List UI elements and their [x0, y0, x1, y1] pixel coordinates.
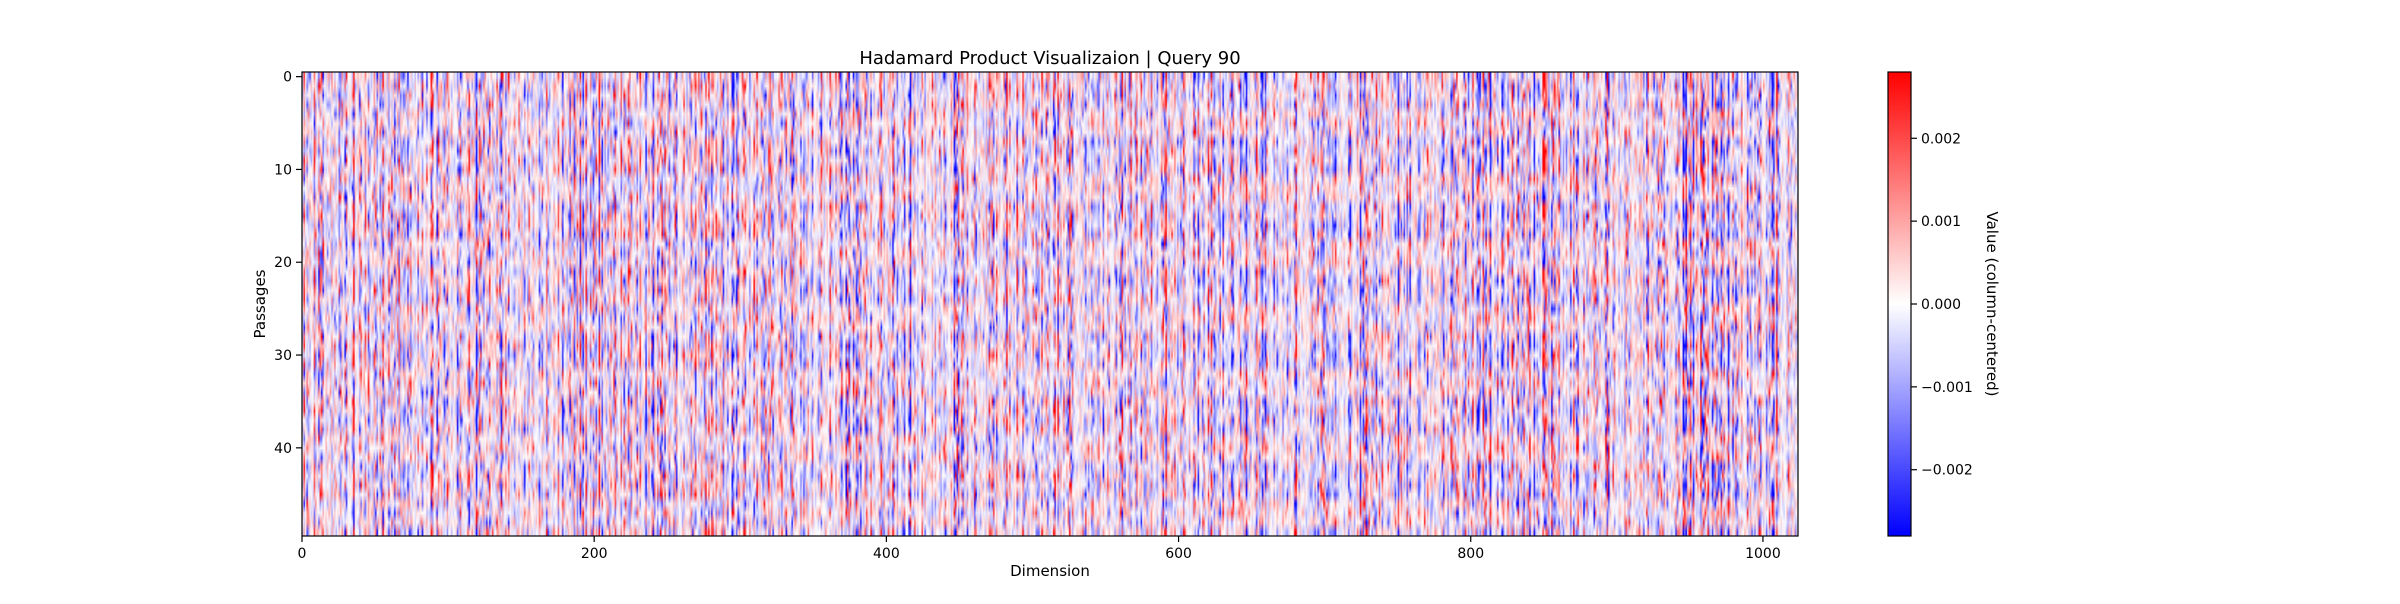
colorbar-ticks: −0.002 −0.001 0.000 0.001 0.002: [1911, 131, 1973, 479]
colorbar-tick-label: −0.001: [1921, 380, 1973, 396]
colorbar: [1888, 72, 1911, 536]
colorbar-tick-label: 0.000: [1921, 297, 1961, 313]
y-axis-ticks: 0 10 20 30 40: [274, 70, 302, 457]
x-tick-label: 200: [581, 546, 608, 562]
x-tick-label: 600: [1165, 546, 1192, 562]
chart-title: Hadamard Product Visualizaion | Query 90: [859, 48, 1240, 69]
y-tick-label: 40: [274, 441, 292, 457]
y-tick-label: 20: [274, 255, 292, 271]
colorbar-tick-label: 0.002: [1921, 131, 1961, 147]
colorbar-tick-label: 0.001: [1921, 214, 1961, 230]
y-tick-label: 0: [283, 70, 292, 86]
x-tick-label: 400: [873, 546, 900, 562]
heatmap-frame: [301, 71, 1799, 537]
x-tick-label: 1000: [1745, 546, 1781, 562]
heatmap-cells: [302, 72, 1798, 536]
y-tick-label: 10: [274, 162, 292, 178]
y-axis-label: Passages: [251, 269, 269, 338]
colorbar-label: Value (column-centered): [1983, 212, 2001, 397]
x-tick-label: 800: [1457, 546, 1484, 562]
y-tick-label: 30: [274, 348, 292, 364]
x-axis-ticks: 0 200 400 600 800 1000: [298, 536, 1781, 562]
x-axis-label: Dimension: [1010, 562, 1090, 580]
x-tick-label: 0: [298, 546, 307, 562]
colorbar-tick-label: −0.002: [1921, 463, 1973, 479]
